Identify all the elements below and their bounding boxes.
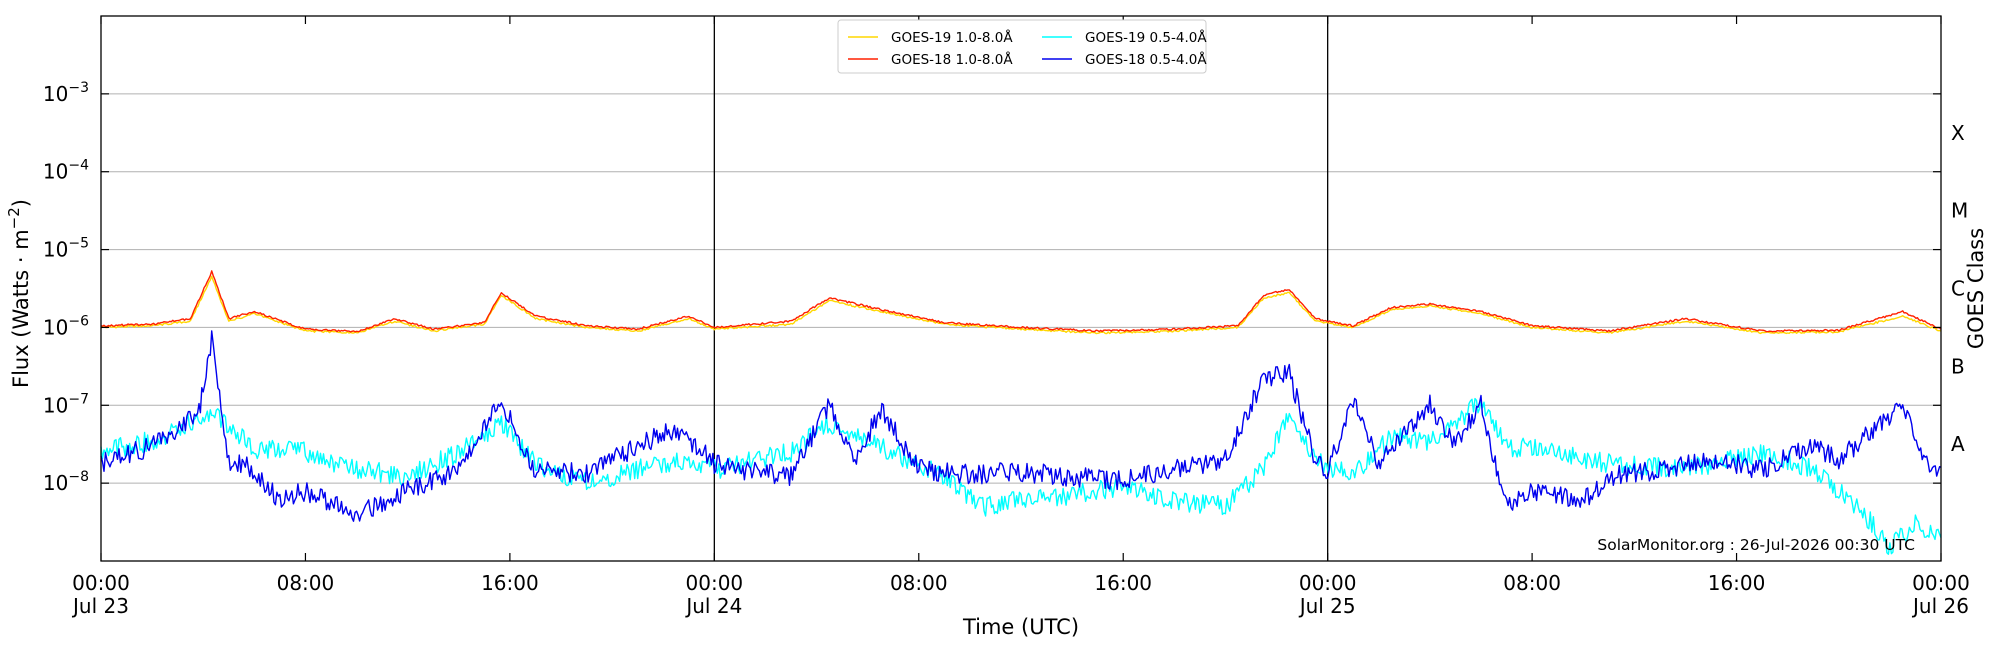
series-line (100, 275, 1942, 335)
x-tick-label-time: 00:00 (1299, 571, 1357, 595)
x-tick-label-time: 16:00 (1094, 571, 1152, 595)
goes-class-label: C (1951, 277, 1965, 301)
series-line (100, 330, 1942, 522)
x-tick-label-date: Jul 23 (71, 594, 129, 618)
x-tick-label-time: 08:00 (277, 571, 335, 595)
x-tick-label-date: Jul 24 (684, 594, 742, 618)
y-tick-label: 10−6 (43, 313, 89, 339)
legend-label: GOES-19 0.5-4.0Å (1085, 29, 1207, 46)
series-line (100, 270, 1942, 333)
x-tick-label-time: 00:00 (686, 571, 744, 595)
series-lines (100, 270, 1942, 555)
y-axis-title: Flux (Watts · m−2) (5, 199, 33, 388)
goes-class-label: X (1951, 121, 1965, 145)
x-tick-label-time: 08:00 (1503, 571, 1561, 595)
watermark-text: SolarMonitor.org : 26-Jul-2026 00:30 UTC (1597, 536, 1915, 554)
y-axis-right-title: GOES Class (1964, 228, 1988, 349)
legend-label: GOES-18 1.0-8.0Å (891, 51, 1013, 68)
legend-label: GOES-19 1.0-8.0Å (891, 29, 1013, 46)
goes-class-label: B (1951, 354, 1965, 378)
x-tick-label-date: Jul 26 (1911, 594, 1969, 618)
legend-label: GOES-18 0.5-4.0Å (1085, 51, 1207, 68)
plot-frame (100, 15, 1942, 562)
y-tick-label: 10−3 (43, 80, 89, 106)
x-tick-label-time: 00:00 (1912, 571, 1970, 595)
y-tick-label: 10−7 (43, 391, 89, 417)
x-tick-label-time: 00:00 (72, 571, 130, 595)
x-axis-title: Time (UTC) (962, 615, 1079, 639)
y-tick-label: 10−5 (43, 236, 89, 262)
goes-class-label: A (1951, 432, 1965, 456)
x-tick-label-date: Jul 25 (1298, 594, 1356, 618)
goes-class-label: M (1951, 199, 1968, 223)
legend: GOES-19 1.0-8.0Å GOES-18 1.0-8.0Å GOES-19 … (837, 19, 1207, 74)
y-tick-label: 10−4 (43, 158, 89, 184)
x-tick-label-time: 08:00 (890, 571, 948, 595)
goes-class-labels: A B C M X (1951, 121, 1968, 456)
x-tick-label-time: 16:00 (481, 571, 539, 595)
y-tick-labels: 10−8 10−7 10−6 10−5 10−4 10−3 (43, 80, 89, 495)
legend-frame (837, 19, 1207, 74)
x-tick-label-time: 16:00 (1708, 571, 1766, 595)
y-tick-label: 10−8 (43, 469, 89, 495)
